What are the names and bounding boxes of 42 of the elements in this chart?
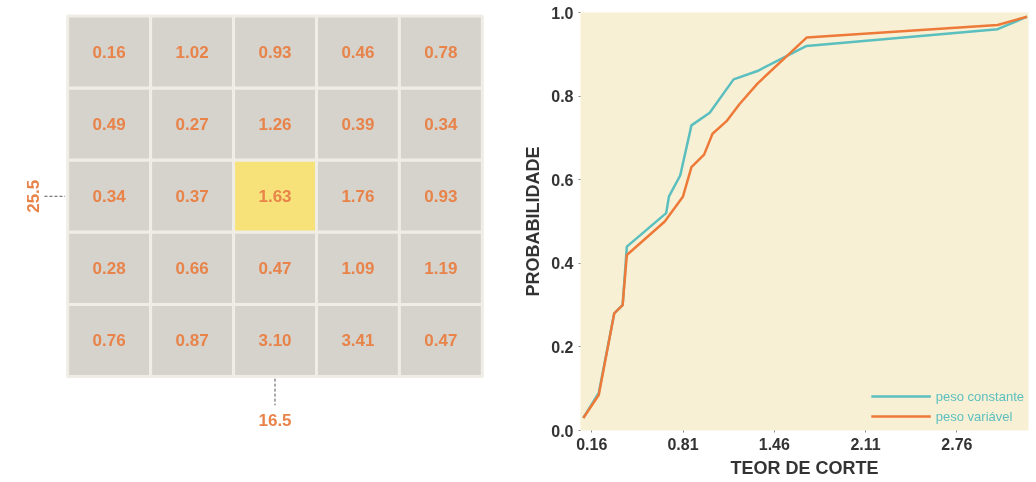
data-label: 1.02 — [175, 43, 209, 63]
x-tick-label: 1.46 — [758, 435, 790, 453]
data-label: 0.93 — [424, 187, 458, 207]
data-label: 0.37 — [175, 187, 209, 207]
data-label: 0.78 — [424, 43, 458, 63]
y-tick-label: 1.0 — [551, 4, 574, 22]
x-tick-label: 2.76 — [941, 435, 973, 453]
x-tick-label: 0.16 — [576, 435, 608, 453]
x-axis-title: TEOR DE CORTE — [730, 457, 879, 478]
data-label: 0.34 — [92, 187, 127, 207]
y-tick-label: 0.8 — [551, 88, 574, 106]
data-label: 1.26 — [258, 115, 292, 135]
data-label: 0.87 — [175, 331, 209, 351]
data-label: 1.76 — [341, 187, 375, 207]
data-label: 3.41 — [341, 331, 375, 351]
data-label: 0.47 — [424, 331, 458, 351]
y-tick-label: 0.6 — [551, 171, 574, 189]
data-label: 0.46 — [341, 43, 375, 63]
data-label: 0.27 — [175, 115, 209, 135]
data-label: 0.66 — [175, 259, 209, 279]
data-label: 1.19 — [424, 259, 458, 279]
data-label: 3.10 — [258, 331, 292, 351]
data-label: 0.34 — [424, 115, 458, 135]
y-tick-label: 0.0 — [551, 422, 574, 440]
x-tick-label: 0.81 — [667, 435, 699, 453]
legend-label: peso variável — [935, 408, 1013, 424]
legend-label: peso constante — [935, 388, 1024, 404]
text: 16.5 — [258, 410, 292, 430]
data-label: 0.93 — [258, 43, 292, 63]
y-tick-label: 0.4 — [551, 255, 574, 273]
y-axis-title: PROBABILIDADE — [523, 146, 544, 297]
data-label: 0.16 — [92, 43, 126, 63]
data-label: 0.47 — [258, 259, 292, 279]
y-tick-label: 0.2 — [551, 338, 574, 356]
data-label: 1.63 — [258, 187, 292, 207]
data-label: 0.28 — [92, 259, 126, 279]
data-label: 0.39 — [341, 115, 375, 135]
text: 25.5 — [23, 179, 43, 213]
data-label: 0.76 — [92, 331, 126, 351]
x-tick-label: 2.11 — [850, 435, 881, 453]
data-label: 0.49 — [92, 115, 126, 135]
data-label: 1.09 — [341, 259, 375, 279]
